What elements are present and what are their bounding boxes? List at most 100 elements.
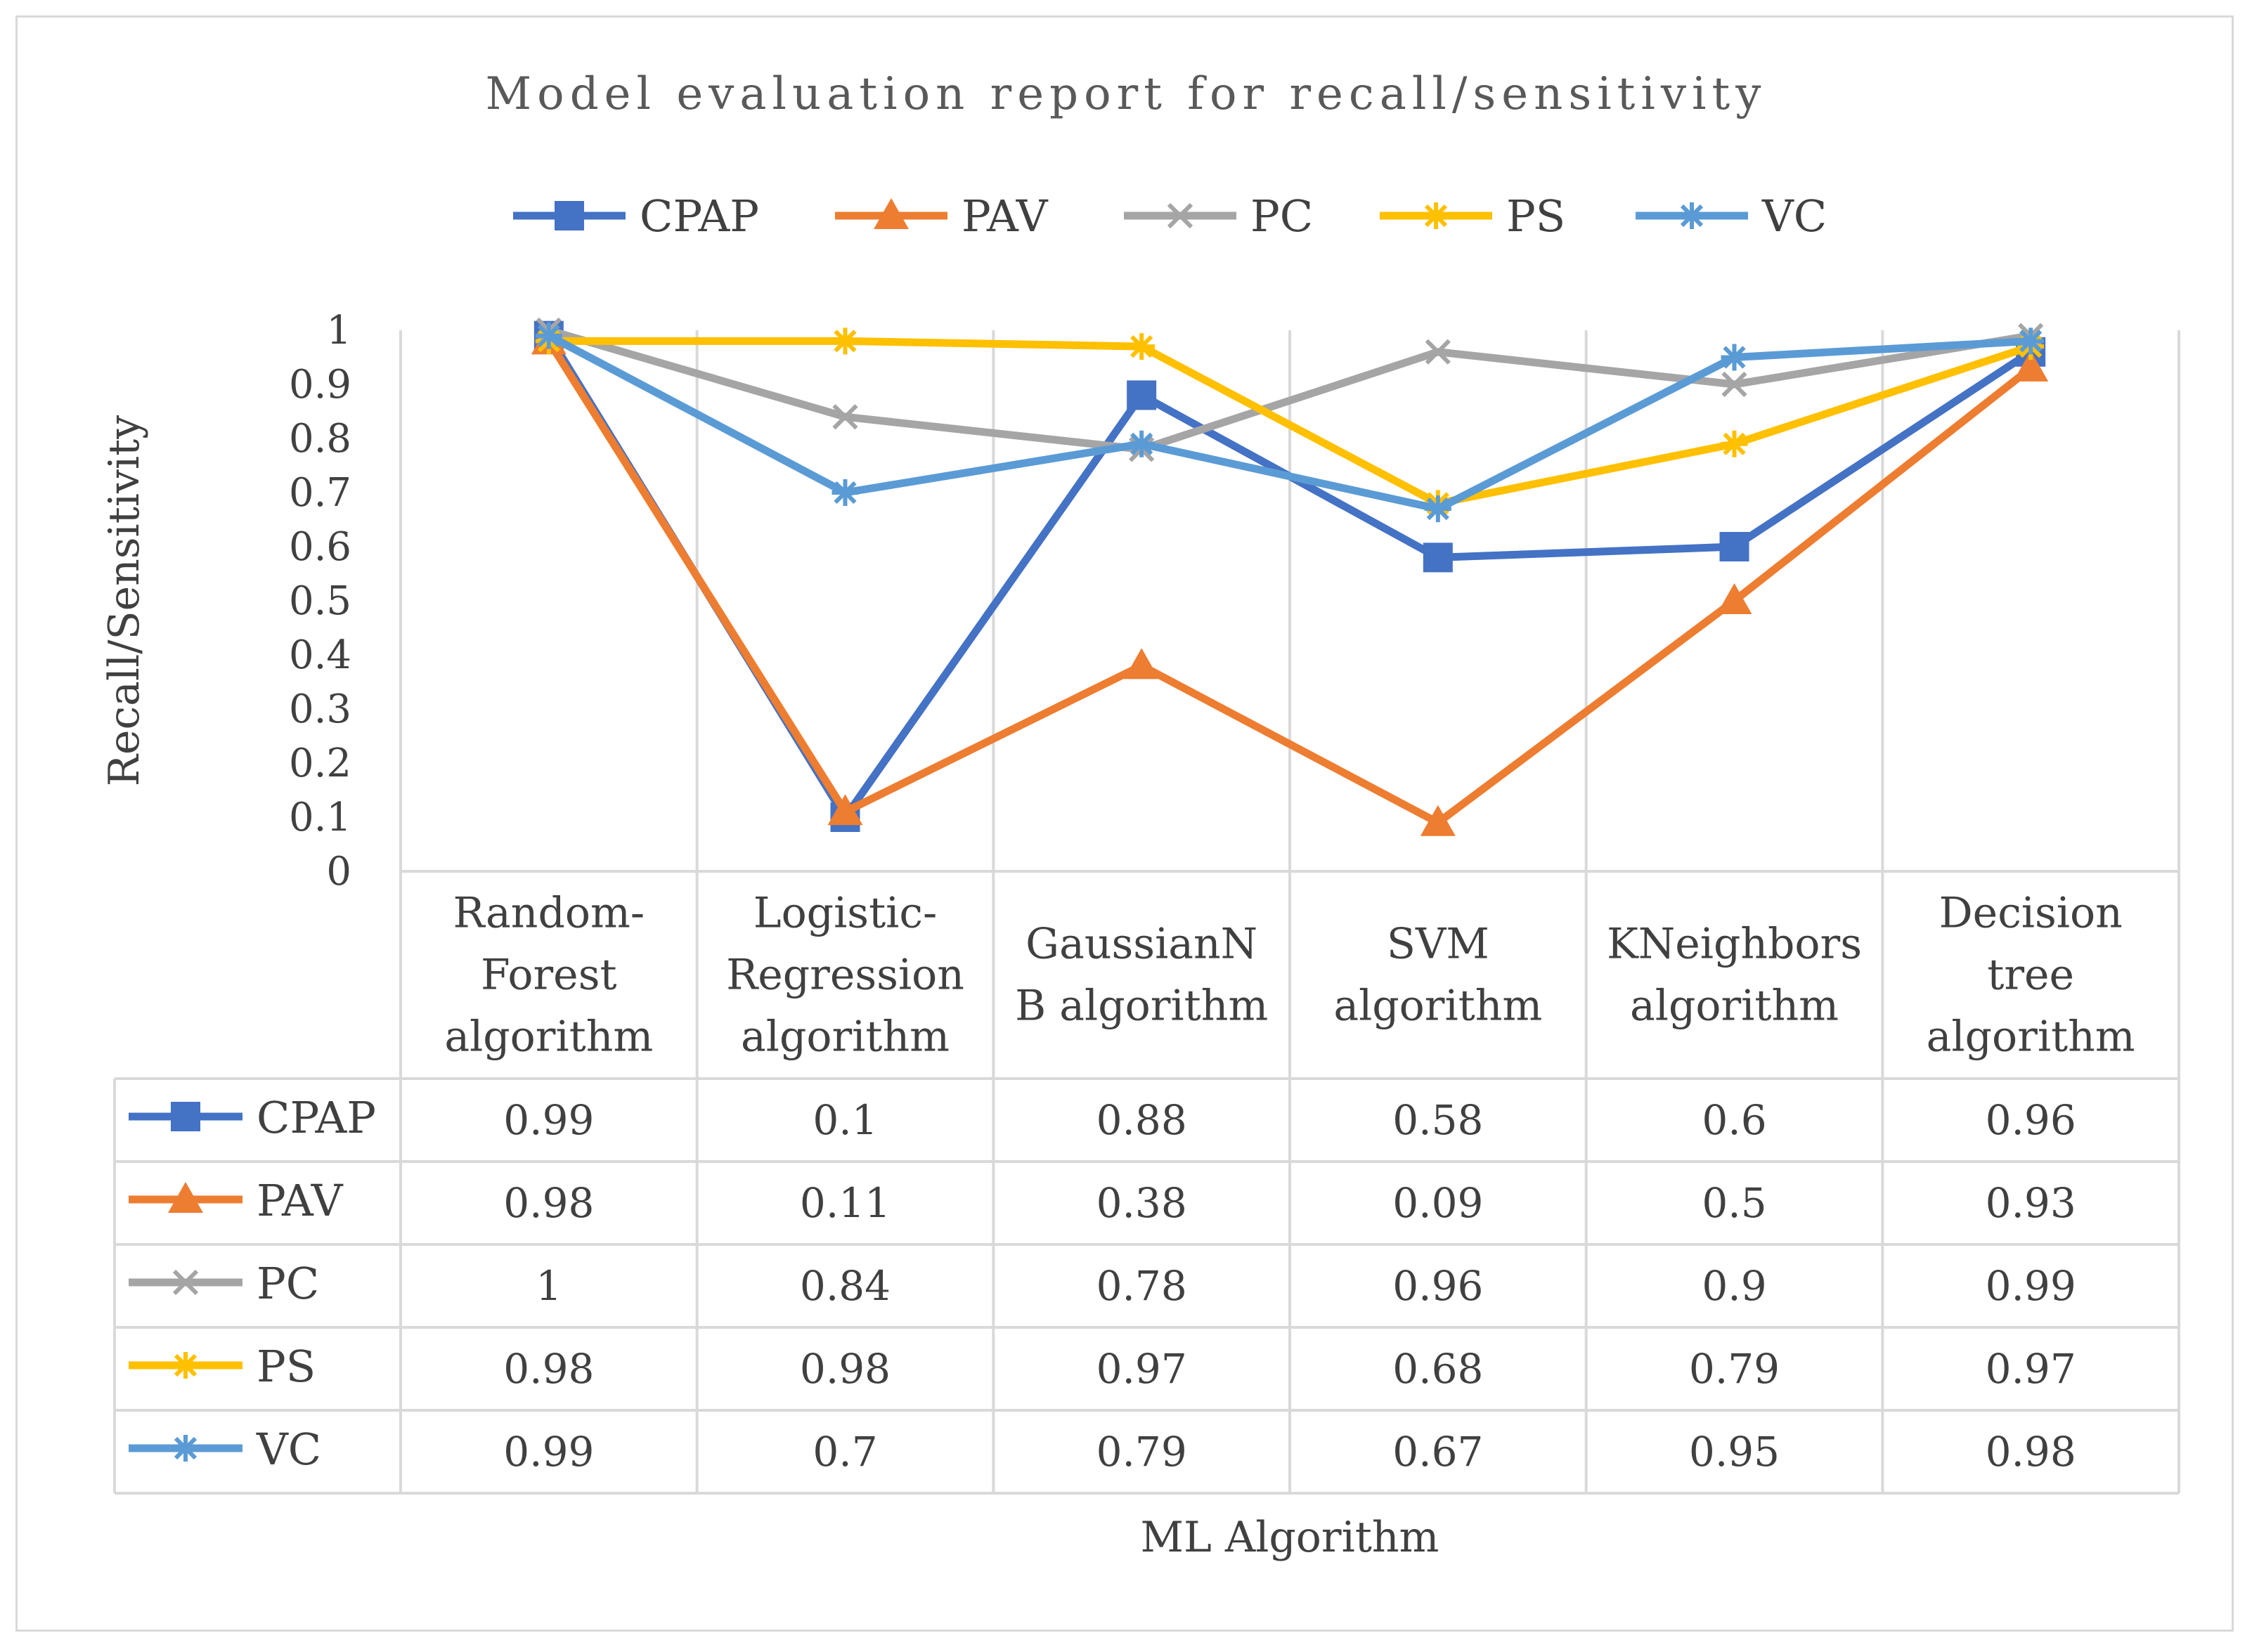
legend-label: VC [1761, 190, 1827, 242]
table-cell: 0.84 [800, 1262, 891, 1310]
category-label: SVM algorithm [1333, 920, 1542, 1031]
series-pav [531, 323, 2049, 836]
legend-item-vc: VC [1636, 190, 1827, 242]
data-table: Random-Forest algorithm Logistic-Regressio… [113, 889, 2179, 1495]
data-point-pav [1716, 583, 1752, 614]
gridlines [399, 330, 2180, 1493]
table-cell: 0.58 [1392, 1096, 1483, 1144]
table-row-pc: PC 1 0.84 0.78 0.96 0.9 0.99 [129, 1258, 2076, 1310]
y-tick-label: 0.1 [289, 795, 351, 840]
row-series-name: VC [256, 1424, 321, 1475]
series-line-pav [545, 337, 2035, 827]
legend-label: PAV [962, 190, 1049, 242]
y-tick-label: 0.5 [289, 578, 351, 624]
row-key-marker [172, 1269, 199, 1296]
data-point-vc [535, 322, 562, 349]
table-cell: 0.7 [813, 1428, 877, 1476]
table-row-pav: PAV 0.98 0.11 0.38 0.09 0.5 0.93 [129, 1175, 2076, 1227]
table-cell: 0.97 [1096, 1345, 1187, 1393]
data-point-vc [1721, 344, 1748, 371]
y-axis-ticks: 0 0.1 0.2 0.3 0.4 0.5 0.6 0.7 0.8 0.9 1 [289, 308, 351, 895]
table-cell: 0.6 [1702, 1096, 1766, 1144]
legend-marker [1423, 202, 1449, 229]
y-tick-label: 0.3 [289, 687, 351, 732]
category-label: GaussianN B algorithm [1015, 920, 1268, 1031]
row-series-name: PAV [257, 1175, 344, 1226]
category-label: Decision tree algorithm [1927, 889, 2135, 1062]
y-tick-label: 0.6 [289, 524, 351, 570]
data-point-vc [1128, 430, 1156, 457]
table-cell: 0.96 [1986, 1096, 2076, 1144]
series-line-vc [545, 332, 2035, 513]
table-cell: 0.98 [503, 1179, 594, 1227]
table-cell: 0.11 [800, 1179, 891, 1227]
legend-marker [555, 201, 584, 230]
data-point-cpap [1719, 532, 1749, 561]
table-cell: 0.09 [1392, 1179, 1483, 1227]
data-point-ps [1128, 333, 1156, 360]
legend-marker [874, 198, 909, 229]
table-cell: 0.96 [1392, 1262, 1483, 1310]
y-tick-label: 0.2 [289, 741, 351, 786]
row-key-marker [168, 1182, 203, 1213]
series-vc [535, 322, 2045, 523]
chart-title: Model evaluation report for recall/sensi… [486, 68, 1767, 120]
table-cell: 0.95 [1689, 1428, 1780, 1476]
table-cell: 0.9 [1702, 1262, 1766, 1310]
legend-marker [1167, 202, 1193, 229]
data-point-cpap [1127, 380, 1157, 410]
table-cell: 0.98 [1986, 1428, 2076, 1476]
category-label: KNeighbors algorithm [1607, 920, 1862, 1031]
data-point-vc [831, 479, 859, 506]
table-row-ps: PS 0.98 0.98 0.97 0.68 0.79 0.97 [129, 1341, 2076, 1393]
legend-label: PC [1250, 190, 1313, 242]
legend-label: CPAP [640, 190, 759, 242]
y-tick-label: 1 [326, 308, 351, 353]
legend-item-ps: PS [1380, 190, 1565, 242]
data-point-ps [831, 327, 859, 355]
row-key-marker [172, 1435, 199, 1462]
table-cell: 0.5 [1702, 1179, 1766, 1227]
table-cell: 0.38 [1096, 1179, 1187, 1227]
table-cell: 0.98 [800, 1345, 891, 1393]
series-line-ps [545, 337, 2035, 507]
data-point-vc [1424, 495, 1451, 523]
table-row-vc: VC 0.99 0.7 0.79 0.67 0.95 0.98 [129, 1424, 2076, 1476]
data-point-cpap [1423, 542, 1453, 573]
row-series-name: PS [257, 1341, 316, 1392]
table-cell: 0.1 [813, 1096, 877, 1144]
legend-item-pc: PC [1124, 190, 1313, 242]
table-cell: 0.98 [503, 1345, 594, 1393]
row-series-name: CPAP [257, 1092, 376, 1143]
table-cell: 0.79 [1689, 1345, 1780, 1393]
table-row-cpap: CPAP 0.99 0.1 0.88 0.58 0.6 0.96 [129, 1092, 2076, 1144]
y-tick-label: 0.9 [289, 362, 351, 408]
table-cell: 0.68 [1392, 1345, 1483, 1393]
data-point-pc [1425, 339, 1451, 365]
legend-marker [1678, 202, 1705, 229]
table-cell: 0.99 [503, 1428, 594, 1476]
row-key-marker [172, 1352, 199, 1379]
legend-item-cpap: CPAP [513, 190, 759, 242]
data-point-pc [1721, 371, 1747, 398]
data-point-pav [1420, 805, 1456, 836]
legend-label: PS [1506, 190, 1565, 242]
data-point-ps [1721, 430, 1748, 457]
table-cell: 0.93 [1986, 1179, 2076, 1227]
series-line-pc [545, 326, 2035, 453]
data-point-pav [2013, 350, 2049, 382]
y-axis-title: Recall/Sensitivity [100, 415, 149, 786]
data-point-pav [1124, 648, 1160, 679]
y-tick-label: 0.7 [289, 470, 351, 516]
row-key-marker [171, 1102, 200, 1131]
data-point-pav [827, 794, 863, 826]
category-label: Random-Forest algorithm [444, 889, 653, 1062]
table-cell: 0.78 [1096, 1262, 1187, 1310]
y-tick-label: 0 [326, 849, 351, 895]
table-cell: 0.99 [503, 1096, 594, 1144]
legend: CPAP PAV PC PS VC [513, 190, 1827, 242]
x-axis-title: ML Algorithm [1141, 1513, 1439, 1562]
table-cell: 0.97 [1986, 1345, 2076, 1393]
table-cell: 1 [536, 1262, 562, 1310]
